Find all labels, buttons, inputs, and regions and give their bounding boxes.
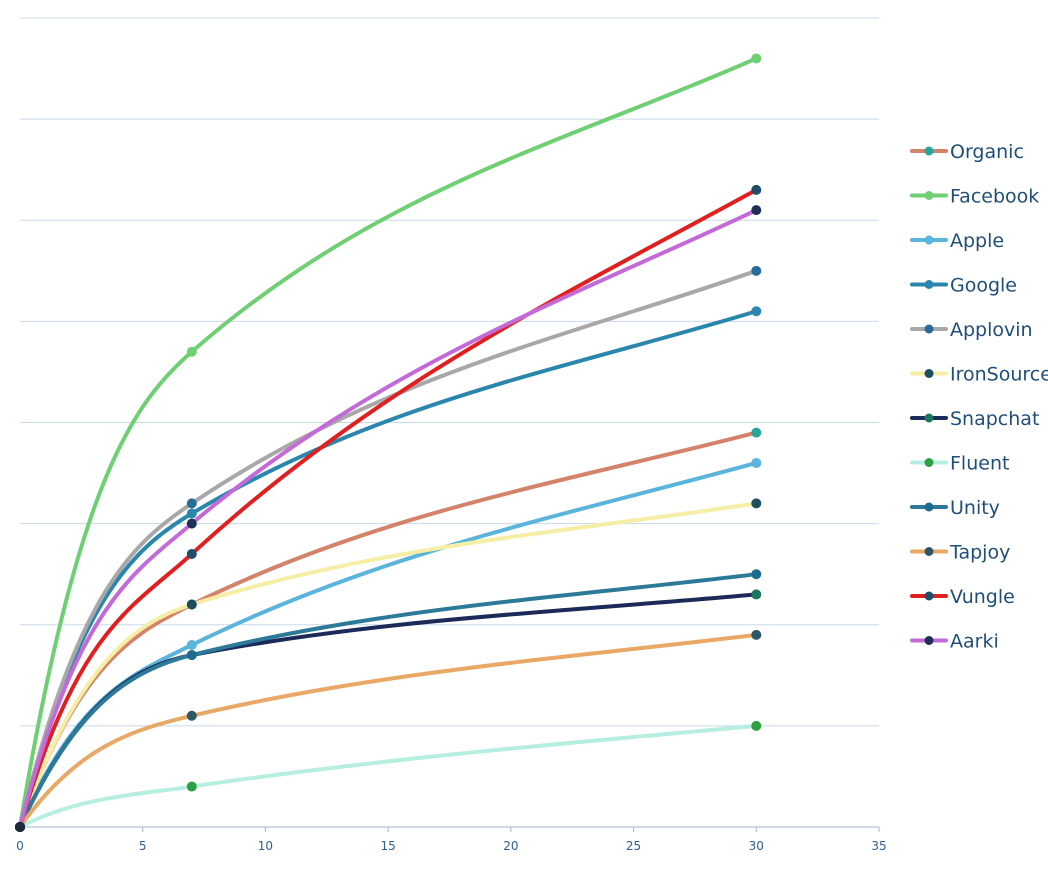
legend-label: Google <box>950 275 1017 297</box>
legend-label: Organic <box>950 141 1024 163</box>
legend-item-applovin: Applovin <box>910 319 1033 341</box>
legend-item-google: Google <box>910 275 1017 297</box>
legend-marker <box>924 413 934 423</box>
legend-label: Snapchat <box>950 408 1039 430</box>
legend-item-snapchat: Snapchat <box>910 408 1039 430</box>
x-tick-label: 25 <box>626 839 641 853</box>
data-point-fluent <box>186 781 197 792</box>
x-tick-label: 35 <box>871 839 886 853</box>
series-line-unity <box>18 572 759 829</box>
series-line-tapjoy <box>18 632 759 829</box>
legend-marker <box>924 235 934 245</box>
data-point-ironsource <box>751 498 762 509</box>
legend-label: Vungle <box>950 586 1015 608</box>
data-point-vungle <box>186 548 197 559</box>
legend: Organic Facebook Apple Google Applovin IronSo… <box>910 141 1048 653</box>
data-point-unity <box>186 650 197 661</box>
legend-item-aarki: Aarki <box>910 631 999 653</box>
legend-marker <box>924 502 934 512</box>
legend-item-unity: Unity <box>910 497 1000 519</box>
series-line-vungle <box>18 187 759 829</box>
data-point-tapjoy <box>751 629 762 640</box>
data-point-tapjoy <box>186 710 197 721</box>
series-line-ironsource <box>18 501 759 829</box>
legend-label: Fluent <box>950 453 1009 475</box>
legend-item-apple: Apple <box>910 230 1004 252</box>
data-point-google <box>751 306 762 317</box>
x-tick-label: 10 <box>258 839 273 853</box>
legend-label: IronSource <box>950 364 1048 386</box>
data-point-apple <box>751 457 762 468</box>
x-tick-label: 15 <box>381 839 396 853</box>
x-tick-label: 20 <box>503 839 518 853</box>
legend-item-fluent: Fluent <box>910 453 1009 475</box>
legend-marker <box>924 547 934 556</box>
series-line-fluent <box>18 723 759 829</box>
data-point-aarki <box>186 518 197 529</box>
legend-marker <box>924 191 934 200</box>
legend-marker <box>924 369 934 378</box>
data-point-facebook <box>186 346 197 357</box>
series-line-snapchat <box>18 592 759 829</box>
legend-item-ironsource: IronSource <box>910 364 1048 386</box>
series-line-facebook <box>18 56 759 829</box>
legend-label: Unity <box>950 497 1000 519</box>
data-point-google <box>186 508 197 519</box>
data-point-snapchat <box>751 589 762 600</box>
legend-label: Apple <box>950 230 1004 252</box>
legend-item-organic: Organic <box>910 141 1024 163</box>
legend-label: Facebook <box>950 186 1039 208</box>
data-point-organic <box>751 427 762 438</box>
data-point-aarki <box>15 822 25 832</box>
data-point-fluent <box>751 720 762 731</box>
data-point-unity <box>751 569 762 580</box>
legend-marker <box>924 280 934 289</box>
legend-label: Aarki <box>950 631 999 653</box>
legend-marker <box>924 146 934 156</box>
series-line-applovin <box>18 268 759 829</box>
legend-item-facebook: Facebook <box>910 186 1039 208</box>
legend-marker <box>924 636 934 645</box>
x-axis: 0 5 10 15 20 25 30 35 <box>16 826 887 853</box>
legend-item-vungle: Vungle <box>910 586 1015 608</box>
data-point-vungle <box>751 184 762 195</box>
x-tick-label: 30 <box>749 839 764 853</box>
series-line-aarki <box>18 208 759 829</box>
data-point-ironsource <box>186 599 197 610</box>
data-point-apple <box>186 639 197 650</box>
legend-item-tapjoy: Tapjoy <box>910 542 1010 564</box>
legend-label: Applovin <box>950 319 1033 341</box>
data-point-facebook <box>751 53 762 64</box>
data-point-applovin <box>186 498 197 509</box>
series-layer <box>15 53 762 832</box>
legend-marker <box>924 458 934 467</box>
legend-marker <box>924 324 934 334</box>
x-tick-label: 5 <box>139 839 147 853</box>
data-point-applovin <box>751 265 762 276</box>
x-tick-label: 0 <box>16 839 24 853</box>
legend-marker <box>924 591 934 601</box>
legend-label: Tapjoy <box>949 542 1010 564</box>
data-point-aarki <box>751 205 762 216</box>
